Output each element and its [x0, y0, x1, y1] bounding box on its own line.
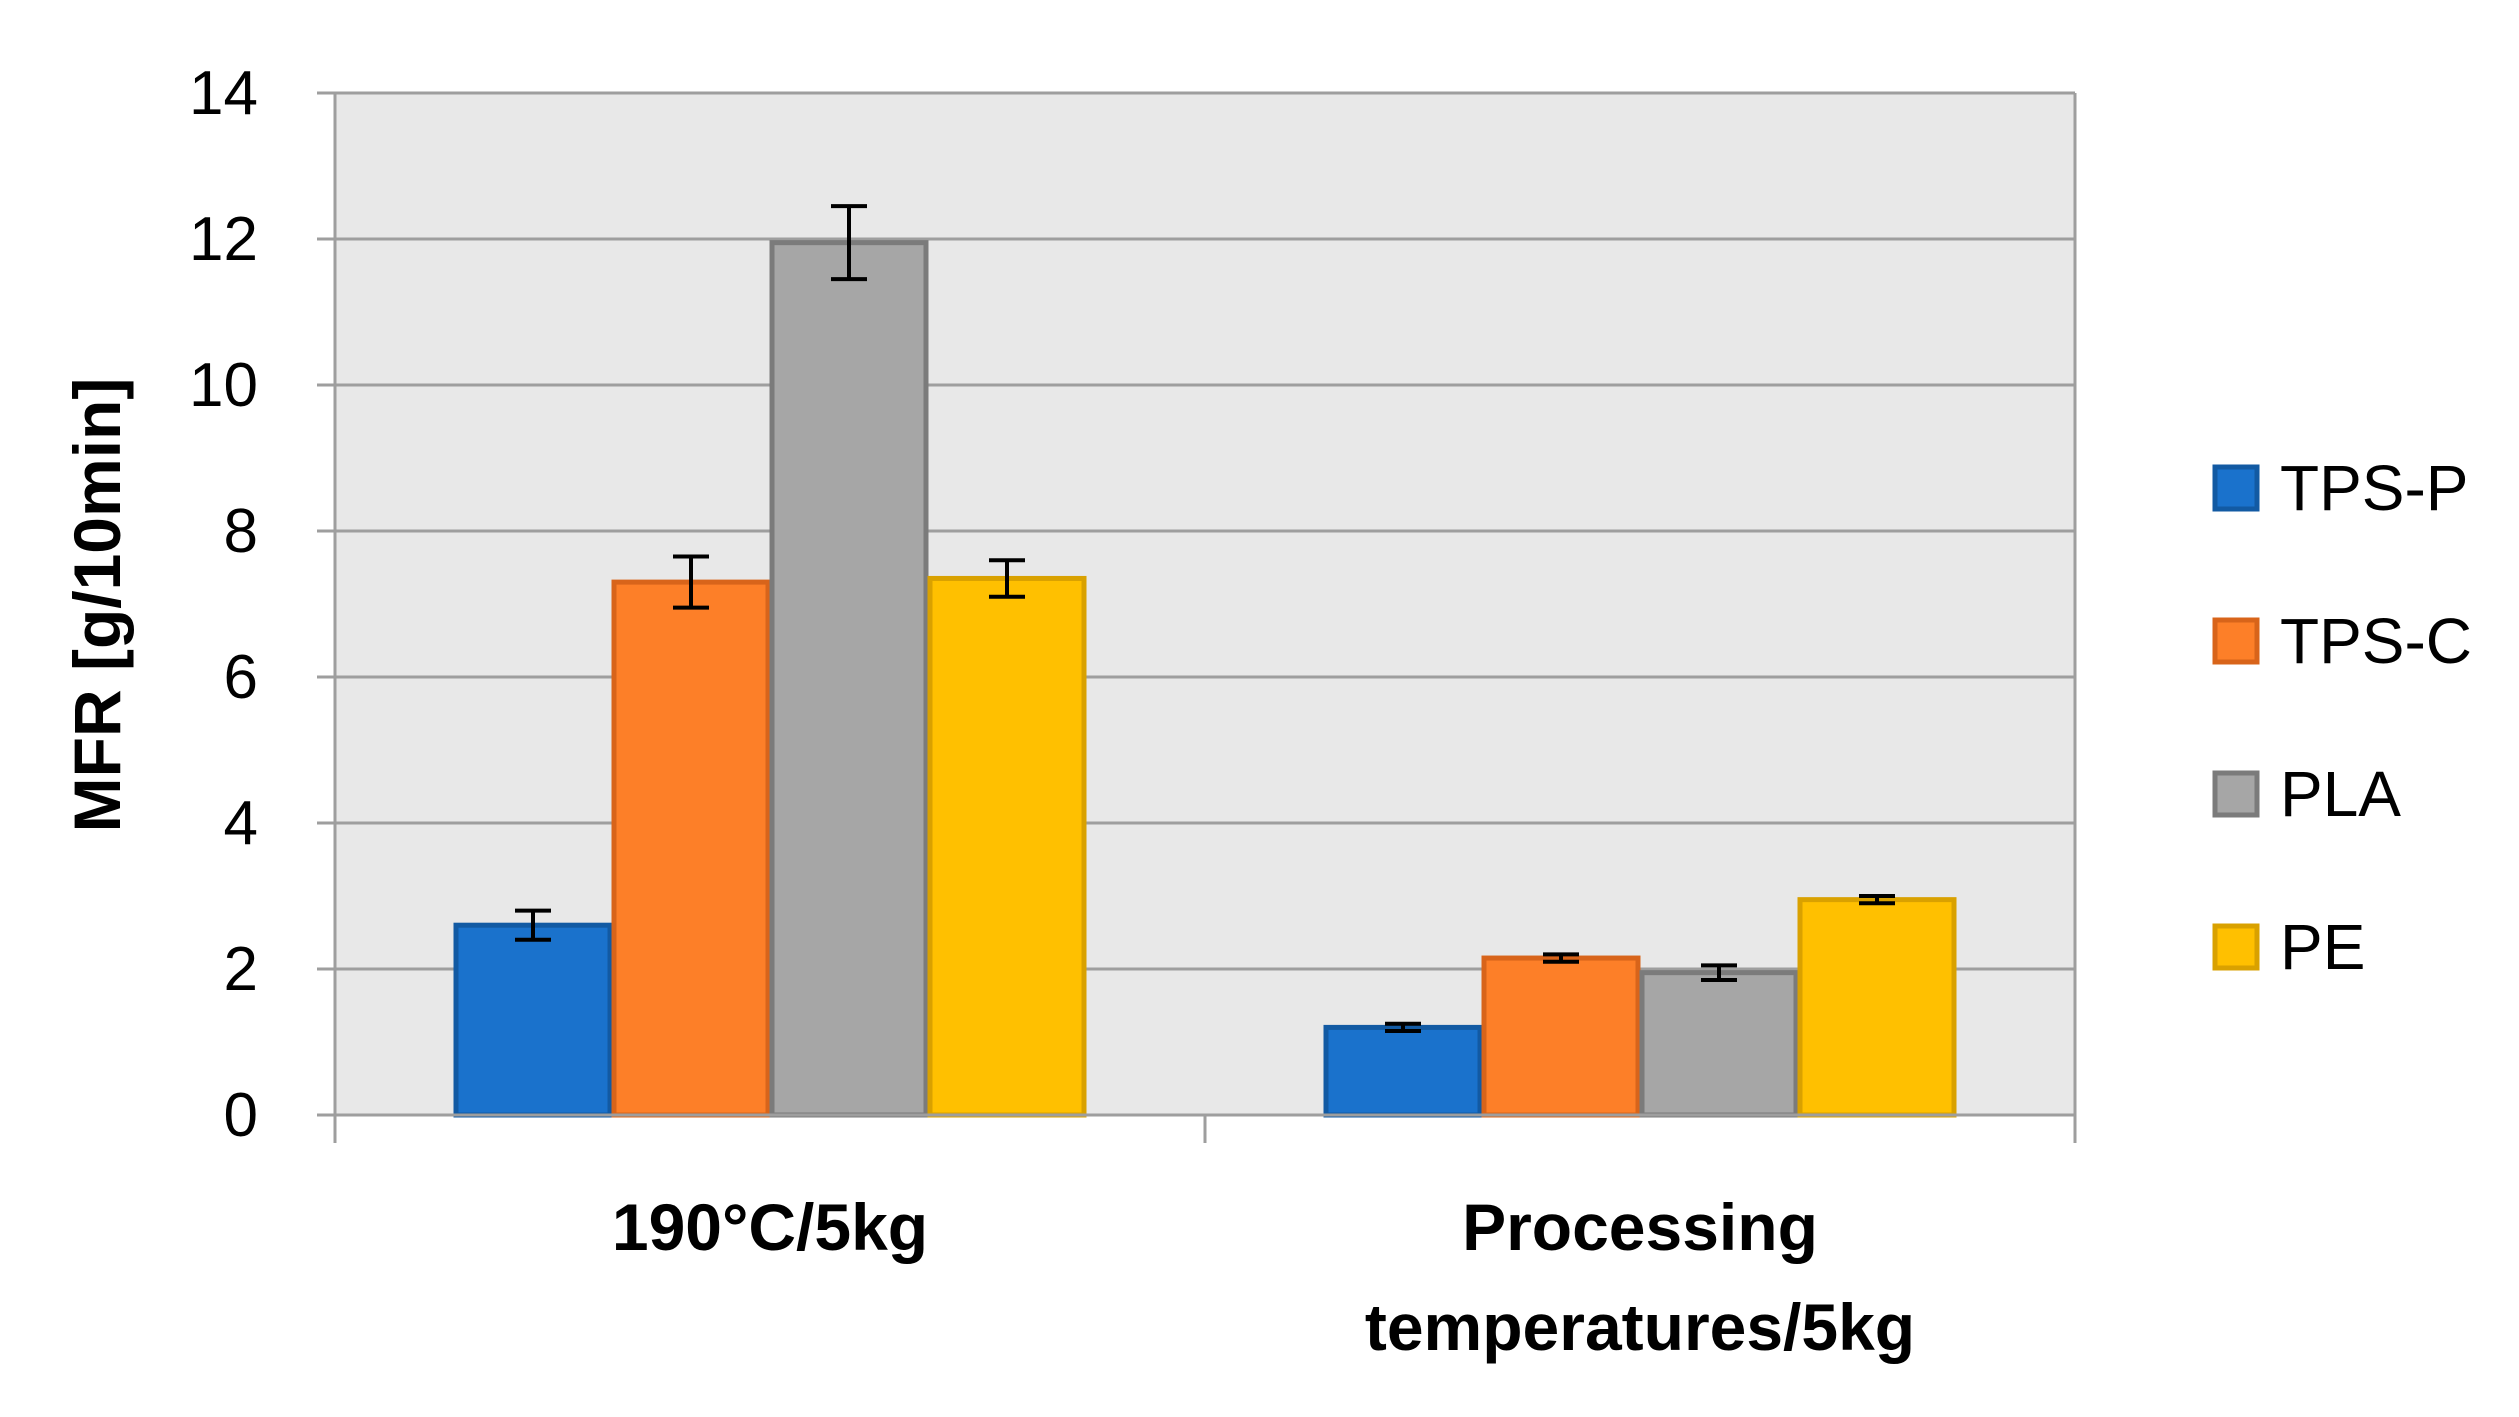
y-tick-label: 0: [224, 1081, 258, 1150]
x-category-label: 190°C/5kg: [612, 1190, 928, 1264]
error-bar-pla-1: [1701, 963, 1737, 982]
legend-label: PLA: [2280, 758, 2401, 830]
error-bar-tps-p-1: [1385, 1021, 1421, 1034]
bar-pla-1: [1639, 970, 1799, 1118]
bar-pe-1: [1797, 897, 1957, 1118]
error-bar-pe-1: [1859, 894, 1895, 906]
error-bar-tps-p-0: [515, 908, 551, 942]
bar-tps-p-1: [1323, 1024, 1483, 1118]
legend-item-tps-p: TPS-P: [2212, 452, 2468, 524]
legend-item-pla: PLA: [2212, 758, 2401, 830]
x-category-label: Processing temperatures/5kg: [1365, 1190, 1915, 1364]
legend-label: PE: [2280, 911, 2365, 983]
y-axis-title: MFR [g/10min]: [60, 378, 134, 833]
bar-pe-0: [927, 575, 1087, 1118]
legend: TPS-P TPS-C PLA PE: [2212, 452, 2472, 983]
y-tick-label: 6: [224, 643, 258, 712]
x-category-label-line: temperatures/5kg: [1365, 1290, 1915, 1364]
legend-label: TPS-C: [2280, 605, 2472, 677]
bar-pla-0: [769, 240, 929, 1118]
y-tick-label: 4: [224, 789, 258, 858]
error-bar-tps-c-1: [1543, 952, 1579, 964]
legend-swatch: [2212, 770, 2260, 818]
bar-tps-c-1: [1481, 955, 1641, 1118]
error-bar-pe-0: [989, 558, 1025, 599]
error-bar-tps-c-0: [673, 554, 709, 610]
legend-swatch: [2212, 617, 2260, 665]
error-bar-pla-0: [831, 204, 867, 282]
y-tick-label: 10: [189, 351, 258, 420]
y-tick-label: 12: [189, 205, 258, 274]
legend-item-tps-c: TPS-C: [2212, 605, 2472, 677]
legend-swatch: [2212, 464, 2260, 512]
bar-tps-p-0: [453, 922, 613, 1118]
x-category-label-line: Processing: [1462, 1190, 1818, 1264]
y-tick-label: 8: [224, 497, 258, 566]
plot-area: [317, 91, 2077, 1118]
legend-item-pe: PE: [2212, 911, 2365, 983]
legend-label: TPS-P: [2280, 452, 2468, 524]
x-category-label-line: 190°C/5kg: [612, 1190, 928, 1264]
bar-tps-c-0: [611, 579, 771, 1118]
y-tick-label: 14: [189, 59, 258, 128]
legend-swatch: [2212, 923, 2260, 971]
axes: 0 2 4 6 8 10 12 14 190°C/5kg Processing temperatur…: [189, 59, 2077, 1364]
y-tick-label: 2: [224, 935, 258, 1004]
